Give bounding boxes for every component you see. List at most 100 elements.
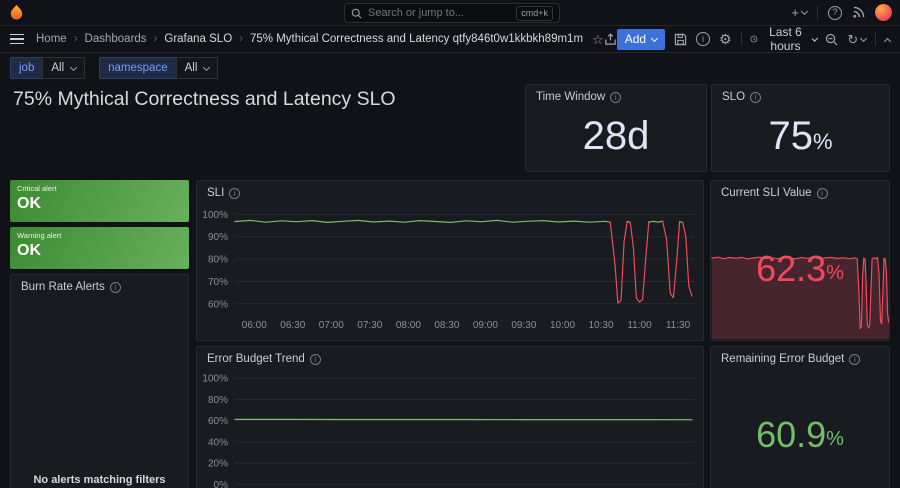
stat-unit: %	[812, 129, 833, 154]
share-dashboard-button[interactable]	[604, 32, 617, 46]
dashboard-insights-button[interactable]: i	[696, 32, 711, 46]
error-budget-trend-chart[interactable]: 100% 80% 60% 40% 20% 0%	[199, 371, 701, 488]
template-variables-row: job All namespace All	[10, 57, 219, 79]
chevron-down-icon	[70, 63, 78, 71]
svg-text:40%: 40%	[208, 437, 228, 448]
svg-text:10:30: 10:30	[588, 320, 613, 331]
refresh-icon: ↻	[847, 31, 859, 47]
divider	[740, 32, 742, 46]
svg-text:09:00: 09:00	[473, 320, 498, 331]
current-sli-value: 62.3 %	[711, 205, 889, 332]
new-button[interactable]: +	[791, 5, 809, 20]
share-icon	[604, 32, 616, 45]
panel-time-window: Time Window i 28d	[525, 84, 707, 172]
save-icon	[674, 33, 687, 45]
panel-sli-header[interactable]: SLI i	[197, 181, 703, 205]
info-icon[interactable]: i	[849, 353, 861, 365]
zoom-out-time-button[interactable]	[825, 33, 838, 46]
question-icon: ?	[828, 5, 842, 20]
grafana-logo[interactable]	[8, 4, 25, 22]
panel-current-sli-value: Current SLI Value i 62.3 %	[710, 180, 890, 341]
panel-slo-header[interactable]: SLO i	[712, 85, 889, 109]
variable-job-label: job	[10, 57, 43, 79]
info-icon[interactable]: i	[750, 91, 762, 103]
time-range-picker[interactable]: Last 6 hours	[750, 25, 818, 53]
remaining-error-budget-value: 60.9 %	[711, 371, 889, 488]
global-search[interactable]: cmd+k	[344, 3, 560, 23]
dashboard-settings-button[interactable]: ⚙	[719, 32, 732, 46]
breadcrumb-current: 75% Mythical Correctness and Latency qtf…	[250, 33, 584, 45]
svg-text:11:30: 11:30	[666, 320, 691, 331]
menu-toggle-button[interactable]	[10, 34, 24, 44]
svg-text:11:00: 11:00	[627, 320, 652, 331]
save-dashboard-button[interactable]	[674, 33, 687, 46]
no-alerts-message: No alerts matching filters	[33, 474, 166, 486]
svg-text:08:00: 08:00	[396, 320, 421, 331]
search-input[interactable]	[368, 7, 511, 19]
add-panel-button[interactable]: Add	[616, 28, 666, 50]
current-sli-sparkline[interactable]	[711, 245, 889, 339]
user-avatar[interactable]	[875, 4, 892, 21]
shortcut-badge: cmd+k	[516, 5, 553, 21]
variable-job-value-dropdown[interactable]: All	[42, 57, 86, 79]
top-bar: cmd+k + ?	[0, 0, 900, 26]
star-dashboard-button[interactable]: ☆	[592, 33, 604, 46]
variable-namespace-value-dropdown[interactable]: All	[175, 57, 219, 79]
sli-chart[interactable]: 100% 90% 80% 70% 60% 06:00 06:30 07:00 07:30 08:0…	[199, 205, 701, 338]
stat-unit: %	[826, 262, 844, 284]
svg-text:100%: 100%	[202, 210, 228, 221]
chevron-down-icon	[651, 34, 659, 42]
breadcrumb-folder[interactable]: Grafana SLO	[164, 33, 233, 45]
breadcrumb-dashboards[interactable]: Dashboards	[84, 33, 147, 45]
svg-text:06:00: 06:00	[242, 320, 267, 331]
time-range-label: Last 6 hours	[769, 25, 802, 53]
panel-remaining-error-budget: Remaining Error Budget i 60.9 %	[710, 346, 890, 488]
svg-text:20%: 20%	[208, 459, 228, 470]
panel-time-window-header[interactable]: Time Window i	[526, 85, 706, 109]
alert-label: Warning alert	[17, 231, 62, 240]
collapse-topbar-button[interactable]	[883, 37, 892, 45]
panel-error-budget-trend-header[interactable]: Error Budget Trend i	[197, 347, 703, 371]
stat-value: 28d	[582, 114, 650, 158]
stat-value: 62.3	[756, 247, 827, 289]
dashboard-row-title: 75% Mythical Correctness and Latency SLO	[13, 88, 396, 110]
stat-unit: %	[826, 428, 844, 450]
info-icon[interactable]: i	[610, 91, 622, 103]
panel-remaining-error-budget-header[interactable]: Remaining Error Budget i	[711, 347, 889, 371]
dashboard-toolbar: Home › Dashboards › Grafana SLO › 75% My…	[0, 25, 900, 53]
info-icon[interactable]: i	[816, 187, 828, 199]
refresh-button[interactable]: ↻	[847, 31, 868, 47]
plus-icon: +	[791, 5, 799, 20]
svg-text:80%: 80%	[208, 255, 228, 266]
info-icon[interactable]: i	[229, 187, 241, 199]
caret-up-icon	[883, 37, 892, 45]
chevron-down-icon	[203, 63, 211, 71]
svg-text:07:30: 07:30	[357, 320, 382, 331]
breadcrumb-home[interactable]: Home	[36, 33, 67, 45]
help-button[interactable]: ?	[828, 5, 842, 20]
variable-job: job All	[10, 57, 86, 79]
clock-icon	[750, 35, 758, 43]
warning-alert-item[interactable]: Warning alert OK	[10, 227, 189, 269]
grafana-flame-icon	[10, 4, 23, 20]
variable-job-value: All	[51, 62, 65, 74]
svg-text:70%: 70%	[208, 277, 228, 288]
variable-namespace-label: namespace	[99, 57, 176, 79]
panel-error-budget-trend: Error Budget Trend i 100% 80% 60% 40% 20% 0%	[196, 346, 704, 488]
panel-current-sli-header[interactable]: Current SLI Value i	[711, 181, 889, 205]
breadcrumb: Home › Dashboards › Grafana SLO › 75% My…	[36, 33, 583, 45]
panel-slo: SLO i 75 %	[711, 84, 890, 172]
hamburger-icon	[10, 34, 24, 44]
news-button[interactable]	[852, 6, 865, 19]
alert-label: Critical alert	[17, 184, 57, 193]
panel-title: Current SLI Value	[721, 187, 812, 199]
critical-alert-item[interactable]: Critical alert OK	[10, 180, 189, 222]
svg-text:60%: 60%	[208, 416, 228, 427]
info-icon[interactable]: i	[309, 353, 321, 365]
panel-burn-rate-header[interactable]: Burn Rate Alerts i	[11, 275, 188, 299]
info-icon[interactable]: i	[109, 281, 121, 293]
svg-text:60%: 60%	[208, 299, 228, 310]
svg-text:90%: 90%	[208, 232, 228, 243]
panel-title: Time Window	[536, 91, 606, 103]
